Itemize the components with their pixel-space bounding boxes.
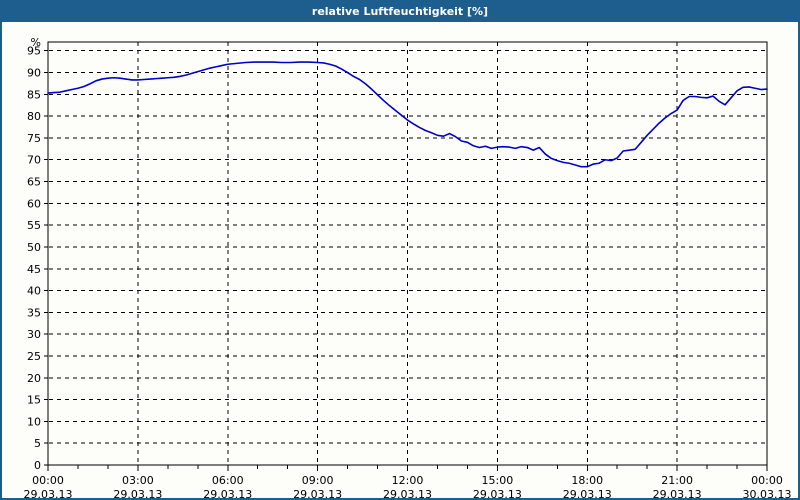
y-axis-tick-label: 55 [27,219,41,232]
y-axis-tick-label: 90 [27,67,41,80]
humidity-line-chart: 0 5 10 15 20 25 30 35 40 45 50 55 60 65 70 75 80 85 90 95 %… [24,36,792,498]
y-axis-tick-label: 45 [27,263,41,276]
y-axis-tick-label: 60 [27,197,41,210]
y-axis-tick-label: 70 [27,154,41,167]
x-axis-tick-label-date: 29.03.13 [203,488,252,498]
x-axis-tick-label-time: 15:00 [482,474,514,487]
x-axis-tick-label-time: 03:00 [122,474,154,487]
x-axis-tick-label-time: 00:00 [751,474,783,487]
chart-area: 0 5 10 15 20 25 30 35 40 45 50 55 60 65 70 75 80 85 90 95 %… [2,22,798,498]
y-axis-tick-label: 30 [27,328,41,341]
x-axis-tick-label-time: 18:00 [571,474,603,487]
x-axis-tick-label-date: 29.03.13 [24,488,73,498]
y-axis-tick-label: 5 [34,437,41,450]
y-axis-tick-label: 15 [27,394,41,407]
x-axis-tick-label-date: 29.03.13 [473,488,522,498]
x-axis-tick-label-time: 00:00 [32,474,64,487]
y-axis-tick-label: 10 [27,415,41,428]
series-line-relative-humidity [47,61,768,168]
y-axis-tick-label: 85 [27,88,41,101]
x-axis-tick-label-time: 12:00 [392,474,424,487]
x-axis-tick-label-date: 29.03.13 [383,488,432,498]
y-axis-tick-label: 0 [34,459,41,472]
x-axis-tick-labels: 00:0029.03.1303:0029.03.1306:0029.03.130… [24,474,792,498]
axis-ticks [44,50,768,471]
y-axis-tick-labels: 0 5 10 15 20 25 30 35 40 45 50 55 60 65 70 75 80 85 90 95 [27,45,41,472]
page-title: relative Luftfeuchtigkeit [%] [311,5,489,18]
x-axis-tick-label-date: 30.03.13 [743,488,792,498]
y-axis-tick-label: 80 [27,110,41,123]
y-axis-tick-label: 25 [27,350,41,363]
grid-layer [49,42,767,464]
data-series-layer [47,61,768,168]
x-axis-tick-label-time: 09:00 [302,474,334,487]
y-axis-tick-label: 65 [27,176,41,189]
y-axis-tick-label: 35 [27,306,41,319]
window-title-bar: relative Luftfeuchtigkeit [%] [2,2,798,22]
x-axis-tick-label-date: 29.03.13 [653,488,702,498]
y-axis-tick-label: 50 [27,241,41,254]
x-axis-tick-label-time: 21:00 [661,474,693,487]
y-axis-tick-label: 75 [27,132,41,145]
x-axis-tick-label-date: 29.03.13 [113,488,162,498]
y-axis-unit: % [31,36,41,49]
y-axis-unit-label: % [31,36,41,49]
y-axis-tick-label: 95 [27,45,41,58]
x-axis-tick-label-time: 06:00 [212,474,244,487]
x-axis-tick-label-date: 29.03.13 [293,488,342,498]
y-axis-tick-label: 20 [27,372,41,385]
x-axis-tick-label-date: 29.03.13 [563,488,612,498]
y-axis-tick-label: 40 [27,285,41,298]
